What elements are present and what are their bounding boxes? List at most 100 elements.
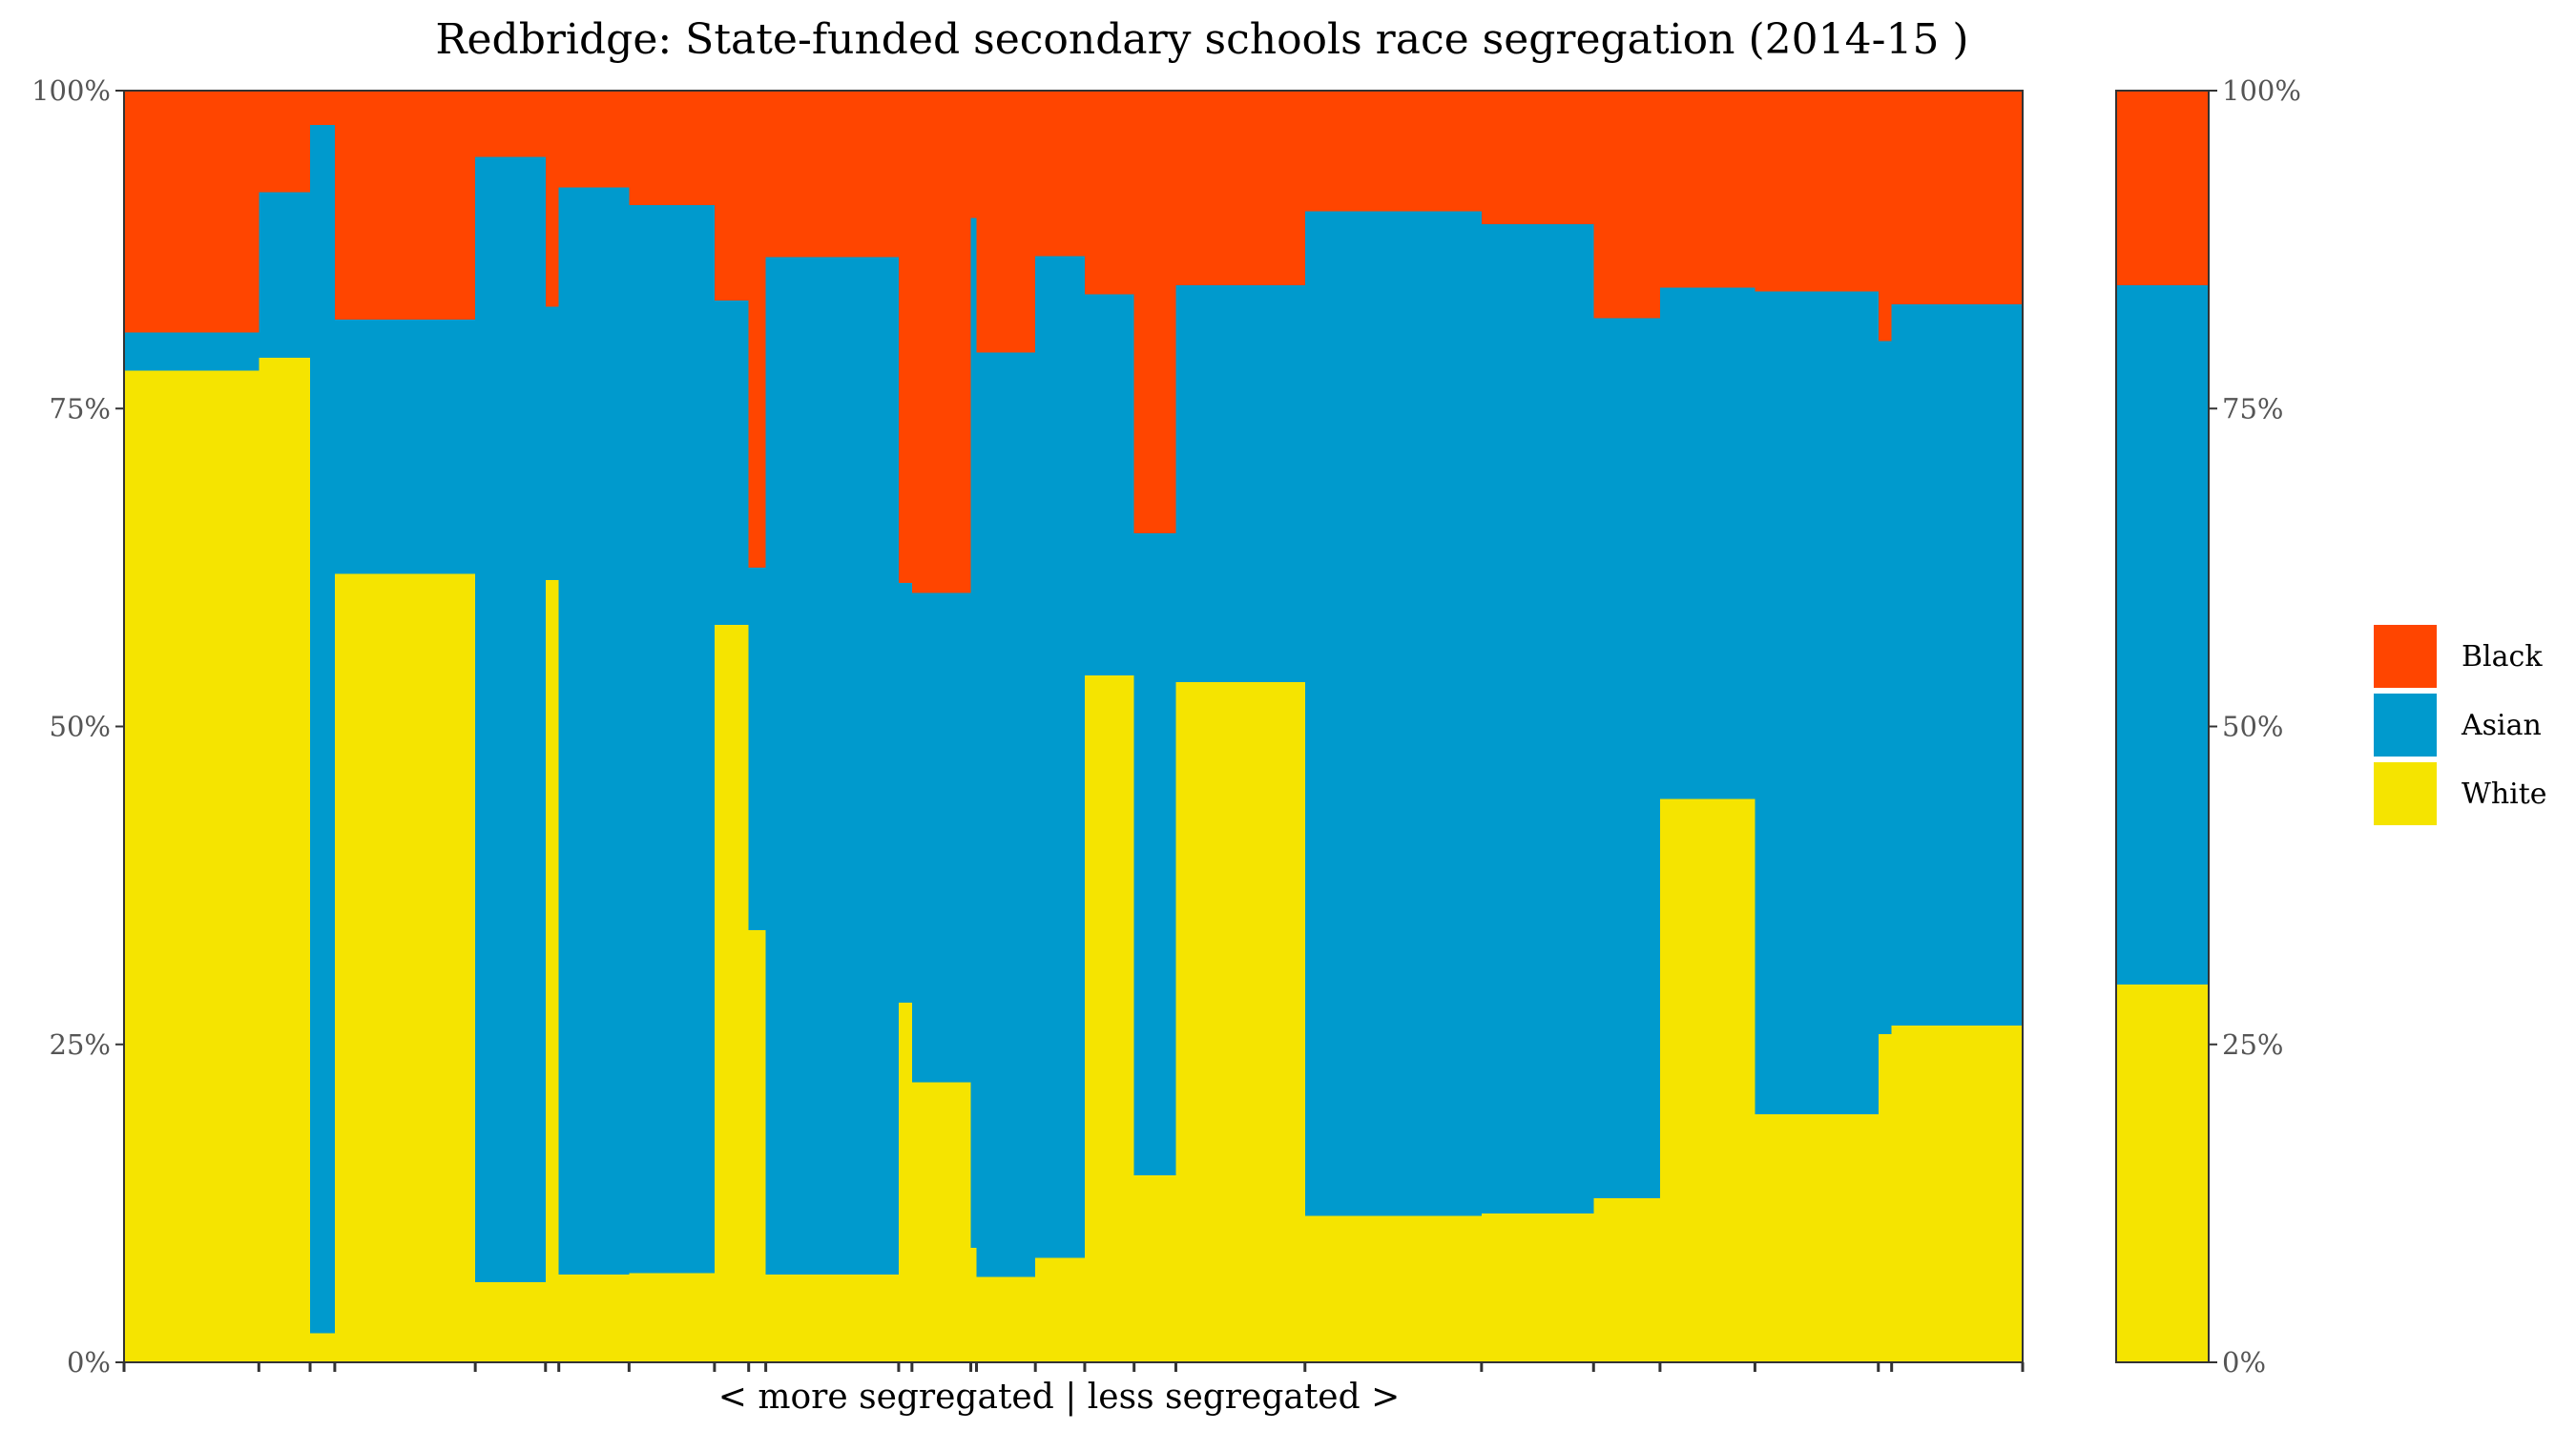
black-segment-school-2	[259, 91, 311, 193]
asian-segment-school-23	[1659, 287, 1756, 799]
white-segment-school-26	[1891, 1025, 2024, 1362]
y-tick-label-left: 100%	[31, 74, 111, 107]
asian-segment-school-18	[1133, 532, 1177, 1176]
chart-title: Redbridge: State-funded secondary school…	[435, 15, 1968, 64]
white-segment-school-7	[558, 1275, 630, 1362]
white-segment-school-1	[124, 370, 260, 1362]
white-segment-school-11	[765, 1275, 900, 1362]
white-segment-school-14	[970, 1248, 978, 1362]
y-tick-label-left: 75%	[50, 392, 111, 425]
white-segment-school-18	[1133, 1175, 1177, 1362]
asian-segment-school-12	[898, 582, 913, 1003]
asian-segment-school-24	[1755, 291, 1880, 1115]
asian-segment-school-4	[334, 319, 476, 574]
white-segment-school-20	[1304, 1215, 1483, 1362]
y-tick-label-left: 50%	[50, 711, 111, 743]
asian-segment-school-19	[1175, 284, 1306, 682]
white-segment-school-4	[334, 573, 476, 1362]
y-tick-label-left: 25%	[50, 1028, 111, 1061]
black-segment-school-9	[714, 91, 750, 301]
black-segment-school-17	[1084, 91, 1135, 295]
legend-label-black: Black	[2462, 640, 2543, 674]
black-segment-school-12	[898, 91, 913, 583]
asian-segment-school-20	[1304, 211, 1483, 1216]
legend-label-white: White	[2462, 778, 2547, 811]
black-segment-school-15	[976, 91, 1036, 353]
white-segment-school-25	[1878, 1034, 1893, 1362]
asian-segment-school-26	[1891, 303, 2024, 1026]
asian-segment-school-11	[765, 257, 900, 1275]
black-segment-school-8	[629, 91, 716, 205]
black-segment-school-1	[124, 91, 260, 333]
black-segment-school-4	[334, 91, 476, 320]
asian-segment-school-10	[748, 567, 767, 930]
asian-segment-school-8	[629, 204, 716, 1274]
white-segment-school-6	[545, 580, 560, 1362]
asian-segment-school-15	[976, 352, 1036, 1277]
asian-segment-school-25	[1878, 341, 1893, 1035]
white-segment-school-5	[475, 1282, 547, 1362]
asian-segment-school-7	[558, 187, 630, 1275]
black-segment-school-13	[911, 91, 972, 593]
asian-segment-school-1	[124, 332, 260, 371]
y-tick-label-right: 0%	[2222, 1346, 2266, 1379]
asian-segment-school-17	[1084, 294, 1135, 676]
asian-segment-school-2	[259, 192, 311, 358]
y-tick-label-right: 25%	[2222, 1028, 2283, 1061]
black-segment-school-25	[1878, 91, 1893, 342]
x-axis-label: < more segregated | less segregated >	[718, 1378, 1401, 1417]
asian-segment-school-5	[475, 156, 547, 1283]
black-segment-school-14	[970, 91, 978, 218]
white-segment-school-2	[259, 357, 311, 1363]
asian-segment-school-22	[1593, 318, 1661, 1199]
white-segment-school-23	[1659, 798, 1756, 1362]
black-segment-school-18	[1133, 91, 1177, 533]
white-segment-school-15	[976, 1276, 1036, 1362]
white-segment-school-9	[714, 624, 750, 1362]
asian-segment-school-21	[1481, 223, 1594, 1214]
black-segment-school-6	[545, 91, 560, 307]
legend-swatch-white	[2374, 762, 2437, 825]
white-segment-school-19	[1175, 681, 1306, 1362]
black-segment-school-22	[1593, 91, 1661, 319]
main-plot-panel	[123, 90, 2024, 1363]
asian-segment-school-9	[714, 300, 750, 625]
black-segment-total	[2116, 91, 2210, 285]
y-tick-label-right: 75%	[2222, 392, 2283, 425]
legend-swatch-black	[2374, 625, 2437, 688]
y-tick-label-right: 50%	[2222, 711, 2283, 743]
black-segment-school-11	[765, 91, 900, 258]
black-segment-school-7	[558, 91, 630, 188]
black-segment-school-3	[310, 91, 336, 125]
white-segment-school-24	[1755, 1114, 1880, 1362]
asian-segment-school-6	[545, 306, 560, 581]
black-segment-school-10	[748, 91, 767, 568]
y-tick-label-left: 0%	[67, 1346, 111, 1379]
black-segment-school-21	[1481, 91, 1594, 224]
white-segment-school-12	[898, 1002, 913, 1362]
legend-swatch-asian	[2374, 694, 2437, 757]
white-segment-school-16	[1035, 1257, 1086, 1362]
black-segment-school-19	[1175, 91, 1306, 285]
black-segment-school-16	[1035, 91, 1086, 257]
black-segment-school-5	[475, 91, 547, 157]
white-segment-school-10	[748, 929, 767, 1362]
total-bar-panel	[2115, 90, 2210, 1363]
asian-segment-school-13	[911, 592, 972, 1083]
black-segment-school-20	[1304, 91, 1483, 212]
white-segment-school-3	[310, 1333, 336, 1362]
white-segment-school-22	[1593, 1198, 1661, 1362]
y-tick-label-right: 100%	[2222, 74, 2301, 107]
white-segment-school-13	[911, 1082, 972, 1362]
asian-segment-school-14	[970, 218, 978, 1249]
white-segment-school-17	[1084, 675, 1135, 1362]
legend-label-asian: Asian	[2461, 709, 2542, 742]
white-segment-school-21	[1481, 1213, 1594, 1362]
asian-segment-school-16	[1035, 256, 1086, 1258]
y-axis-right: 0% 25% 50% 75% 100%	[2209, 74, 2301, 1379]
x-axis	[122, 1362, 2025, 1372]
white-segment-total	[2116, 985, 2210, 1362]
black-segment-school-24	[1755, 91, 1880, 292]
white-segment-school-8	[629, 1273, 716, 1362]
